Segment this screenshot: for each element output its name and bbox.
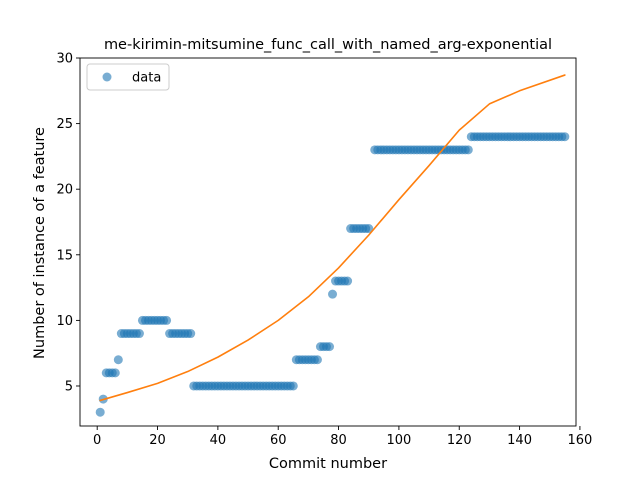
x-tick-label: 80 — [330, 433, 347, 448]
fit-line — [99, 74, 566, 402]
data-point — [162, 315, 172, 325]
y-tick-label: 10 — [56, 314, 73, 329]
data-point — [364, 224, 374, 234]
data-point — [328, 289, 338, 299]
axes-frame — [79, 57, 577, 427]
data-point — [325, 342, 335, 352]
data-point — [134, 329, 144, 339]
chart-title: me-kirimin-mitsumine_func_call_with_name… — [104, 37, 552, 53]
y-tick-label: 5 — [65, 379, 73, 394]
y-tick-label: 15 — [56, 248, 73, 263]
legend: data — [86, 63, 170, 91]
data-point — [110, 368, 120, 378]
data-point — [186, 329, 196, 339]
x-tick-label: 60 — [270, 433, 287, 448]
x-tick-label: 0 — [93, 433, 101, 448]
x-tick-label: 140 — [507, 433, 532, 448]
x-tick-label: 40 — [210, 433, 227, 448]
legend-label-data: data — [132, 71, 161, 86]
x-tick-label: 20 — [149, 433, 166, 448]
data-point — [560, 132, 570, 142]
data-point — [113, 355, 123, 365]
x-axis-title: Commit number — [269, 456, 387, 472]
y-axis-title: Number of instance of a feature — [32, 127, 48, 359]
x-tick-label: 100 — [386, 433, 411, 448]
plot-area: 0 20 40 60 80 100 120 140 160 5 10 15 20 25 30 — [56, 52, 592, 449]
data-point — [312, 355, 322, 365]
data-series — [95, 132, 570, 417]
y-tick-label: 20 — [56, 183, 73, 198]
data-point — [463, 145, 473, 155]
y-tick-label: 25 — [56, 117, 73, 132]
data-point — [343, 276, 353, 286]
y-tick-label: 30 — [56, 52, 73, 67]
x-tick-label: 160 — [568, 433, 593, 448]
legend-marker-data — [102, 72, 112, 82]
data-point — [95, 407, 105, 417]
x-tick-label: 120 — [447, 433, 472, 448]
data-point — [288, 381, 298, 391]
legend-box — [86, 63, 170, 91]
